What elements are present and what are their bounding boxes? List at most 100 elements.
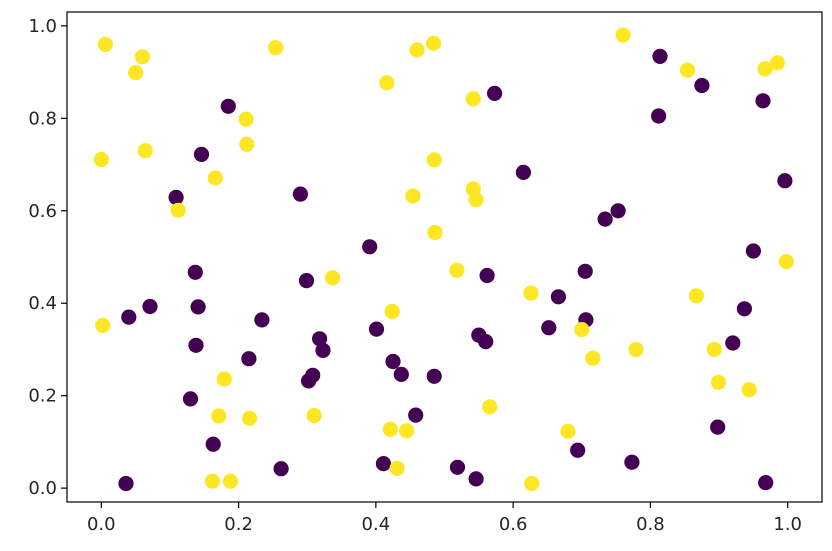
scatter-point-class-0 xyxy=(121,309,137,325)
scatter-point-class-1 xyxy=(242,410,258,426)
plot-frame xyxy=(66,11,823,503)
y-tick-label: 0.2 xyxy=(28,386,57,407)
y-axis: 0.0 0.2 0.4 0.6 0.8 1.0 xyxy=(28,16,67,499)
scatter-point-class-1 xyxy=(170,202,186,218)
scatter-point-class-1 xyxy=(379,75,395,91)
scatter-point-class-0 xyxy=(758,475,774,491)
scatter-point-class-0 xyxy=(725,335,741,351)
scatter-point-class-0 xyxy=(610,203,626,219)
scatter-point-class-0 xyxy=(426,368,442,384)
scatter-point-class-0 xyxy=(241,351,257,367)
x-tick-label: 1.0 xyxy=(773,514,802,535)
scatter-point-class-0 xyxy=(710,419,726,435)
scatter-point-class-1 xyxy=(239,136,255,152)
scatter-point-class-1 xyxy=(524,475,540,492)
scatter-point-class-1 xyxy=(128,65,144,81)
scatter-point-class-0 xyxy=(624,454,640,470)
scatter-point-class-1 xyxy=(688,288,705,304)
x-tick-label: 0.0 xyxy=(87,514,116,535)
scatter-point-class-1 xyxy=(482,399,498,415)
scatter-point-class-1 xyxy=(427,224,443,241)
scatter-point-class-0 xyxy=(550,289,567,305)
scatter-point-class-0 xyxy=(142,298,158,315)
scatter-point-class-0 xyxy=(190,299,206,315)
scatter-point-class-1 xyxy=(93,151,109,168)
y-tick-label: 0.0 xyxy=(28,478,57,499)
scatter-point-class-1 xyxy=(207,170,223,186)
points-layer xyxy=(93,27,794,492)
scatter-point-class-0 xyxy=(220,98,236,114)
x-tick-label: 0.8 xyxy=(636,514,665,535)
scatter-point-class-0 xyxy=(315,342,331,358)
scatter-point-class-1 xyxy=(389,460,405,476)
scatter-point-class-0 xyxy=(188,337,204,353)
scatter-point-class-0 xyxy=(385,353,401,370)
scatter-point-class-0 xyxy=(273,461,289,477)
scatter-point-class-1 xyxy=(137,143,153,159)
scatter-point-class-1 xyxy=(399,423,415,439)
scatter-point-class-1 xyxy=(384,303,400,320)
scatter-point-class-1 xyxy=(741,382,757,398)
scatter-point-class-1 xyxy=(405,188,421,204)
y-tick-label: 0.6 xyxy=(28,201,57,222)
scatter-point-class-0 xyxy=(254,312,270,328)
scatter-point-class-1 xyxy=(306,408,322,424)
x-axis: 0.0 0.2 0.4 0.6 0.8 1.0 xyxy=(87,502,802,535)
scatter-point-class-0 xyxy=(597,211,613,227)
scatter-point-class-1 xyxy=(465,91,481,107)
scatter-point-class-1 xyxy=(628,341,644,358)
scatter-point-class-1 xyxy=(449,262,465,278)
scatter-point-class-1 xyxy=(134,49,151,65)
x-tick-label: 0.2 xyxy=(224,514,253,535)
scatter-point-class-0 xyxy=(745,243,762,259)
scatter-point-class-0 xyxy=(736,301,753,317)
scatter-point-class-1 xyxy=(679,62,696,78)
scatter-point-class-1 xyxy=(426,152,442,168)
scatter-point-class-0 xyxy=(193,146,210,162)
scatter-point-class-0 xyxy=(205,436,221,452)
scatter-point-class-0 xyxy=(652,48,668,64)
y-tick-label: 0.4 xyxy=(28,293,57,314)
scatter-point-class-1 xyxy=(574,322,590,338)
scatter-point-class-0 xyxy=(487,85,503,101)
scatter-point-class-0 xyxy=(168,189,184,205)
scatter-point-class-0 xyxy=(479,267,495,284)
scatter-point-class-1 xyxy=(216,371,232,387)
scatter-point-class-0 xyxy=(362,239,378,255)
x-tick-label: 0.4 xyxy=(362,514,391,535)
scatter-point-class-0 xyxy=(541,320,557,336)
scatter-point-class-0 xyxy=(694,77,710,94)
scatter-point-class-1 xyxy=(585,350,601,366)
scatter-point-class-0 xyxy=(515,164,532,180)
scatter-point-class-1 xyxy=(268,40,284,56)
scatter-point-class-0 xyxy=(298,273,315,289)
scatter-point-class-0 xyxy=(182,391,199,407)
scatter-point-class-0 xyxy=(478,334,494,350)
scatter-point-class-0 xyxy=(577,263,593,279)
scatter-point-class-1 xyxy=(382,421,398,437)
scatter-point-class-0 xyxy=(449,459,466,475)
scatter-point-class-1 xyxy=(204,473,221,489)
scatter-point-class-1 xyxy=(523,285,539,301)
scatter-point-class-1 xyxy=(97,36,113,53)
scatter-point-class-0 xyxy=(393,366,409,382)
scatter-point-class-0 xyxy=(305,367,321,383)
scatter-point-class-1 xyxy=(757,61,773,77)
scatter-point-class-0 xyxy=(777,173,793,189)
scatter-point-class-1 xyxy=(222,473,238,489)
scatter-point-class-0 xyxy=(570,442,586,458)
scatter-point-class-0 xyxy=(468,471,484,487)
scatter-point-class-0 xyxy=(368,321,385,337)
scatter-point-class-1 xyxy=(560,423,576,439)
y-tick-label: 1.0 xyxy=(28,16,57,37)
scatter-point-class-0 xyxy=(755,93,771,109)
scatter-point-class-1 xyxy=(468,192,484,208)
scatter-point-class-1 xyxy=(615,27,631,43)
scatter-point-class-0 xyxy=(312,331,328,347)
scatter-point-class-1 xyxy=(238,111,254,127)
scatter-point-class-0 xyxy=(651,108,667,124)
y-tick-label: 0.8 xyxy=(28,108,57,129)
scatter-point-class-1 xyxy=(710,374,727,390)
